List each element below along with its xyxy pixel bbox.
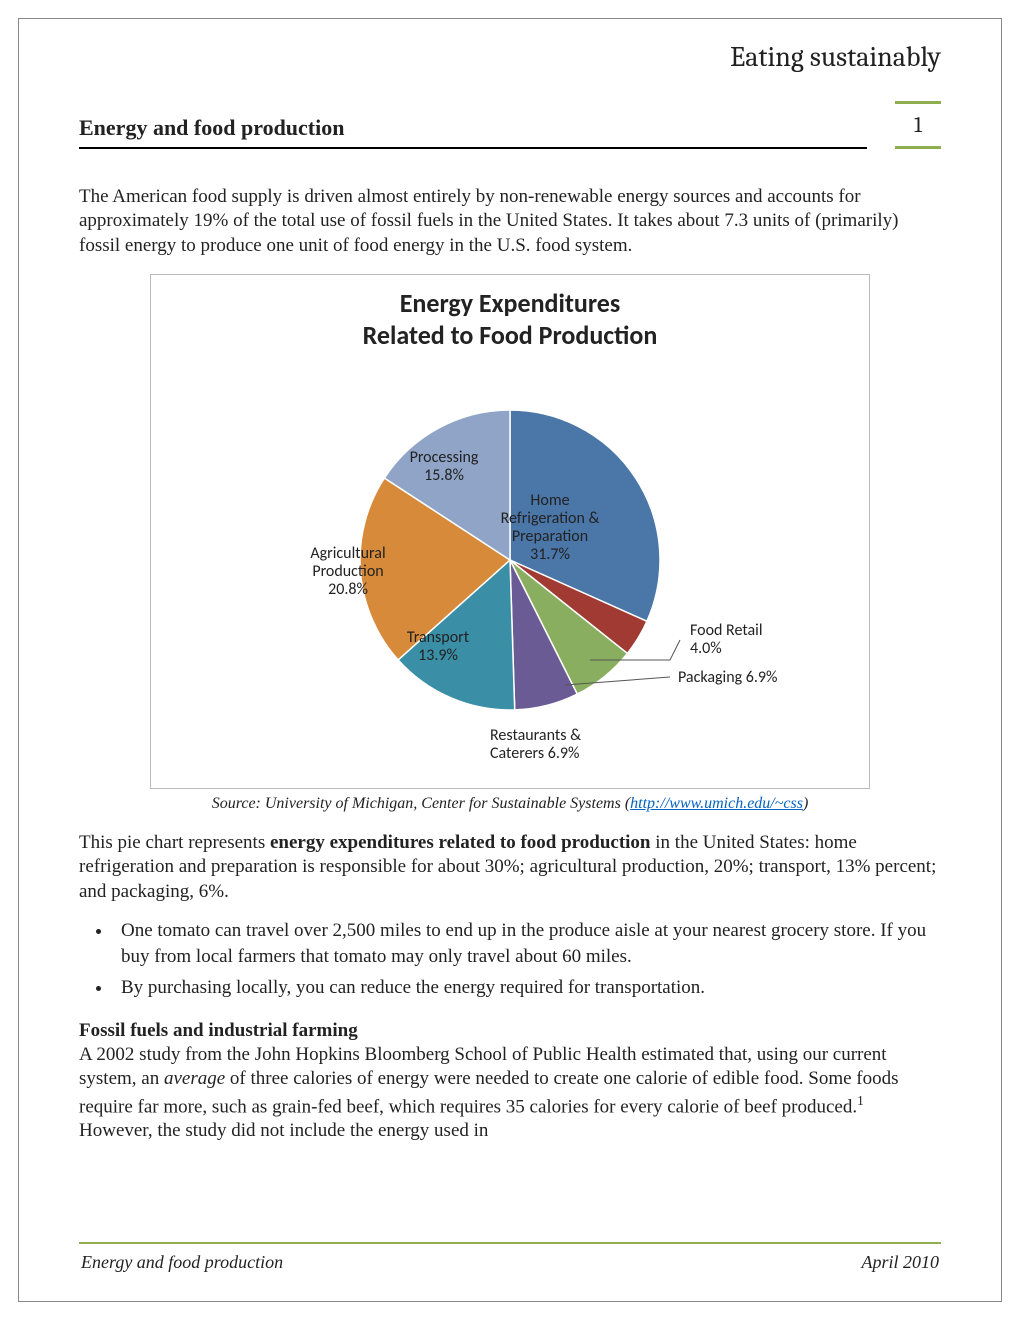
pie-chart-svg: HomeRefrigeration &Preparation31.7%Food … xyxy=(180,360,840,770)
chart-title: Energy Expenditures Related to Food Prod… xyxy=(163,287,857,352)
post-chart-paragraph: This pie chart represents energy expendi… xyxy=(79,831,941,904)
subheading: Fossil fuels and industrial farming xyxy=(79,1020,358,1041)
page-footer: Energy and food production April 2010 xyxy=(79,1242,941,1273)
chart-source: Source: University of Michigan, Center f… xyxy=(79,795,941,813)
footnote-ref: 1 xyxy=(857,1093,864,1108)
post-chart-bold: energy expenditures related to food prod… xyxy=(270,832,651,853)
chart-title-line1: Energy Expenditures xyxy=(400,287,621,319)
chart-title-line2: Related to Food Production xyxy=(363,319,658,351)
section-header-row: Energy and food production 1 xyxy=(79,101,941,149)
post-chart-lead: This pie chart represents xyxy=(79,832,270,853)
document-title: Eating sustainably xyxy=(79,41,941,73)
fossil-paragraph: Fossil fuels and industrial farming A 20… xyxy=(79,1019,941,1144)
page-number-box: 1 xyxy=(895,101,941,149)
fossil-c: However, the study did not include the e… xyxy=(79,1120,488,1141)
pie-chart-figure: Energy Expenditures Related to Food Prod… xyxy=(150,274,870,789)
slice-label: Packaging 6.9% xyxy=(678,668,777,687)
footer-left: Energy and food production xyxy=(81,1252,283,1273)
list-item: One tomato can travel over 2,500 miles t… xyxy=(113,918,941,969)
slice-label: Food Retail4.0% xyxy=(690,621,762,658)
page-number: 1 xyxy=(914,112,922,138)
slice-label: Restaurants &Caterers 6.9% xyxy=(490,726,581,763)
fossil-em: average xyxy=(164,1068,225,1089)
chart-source-lead: Source: University of Michigan, Center f… xyxy=(212,795,630,812)
footer-right: April 2010 xyxy=(861,1252,939,1273)
chart-source-link[interactable]: http://www.umich.edu/~css xyxy=(630,795,803,812)
chart-source-tail: ) xyxy=(803,795,808,812)
section-title: Energy and food production xyxy=(79,115,867,149)
list-item: By purchasing locally, you can reduce th… xyxy=(113,975,941,1001)
document-title-text: Eating sustainably xyxy=(730,41,941,73)
bullet-list: One tomato can travel over 2,500 miles t… xyxy=(113,918,941,1001)
intro-paragraph: The American food supply is driven almos… xyxy=(79,185,941,258)
